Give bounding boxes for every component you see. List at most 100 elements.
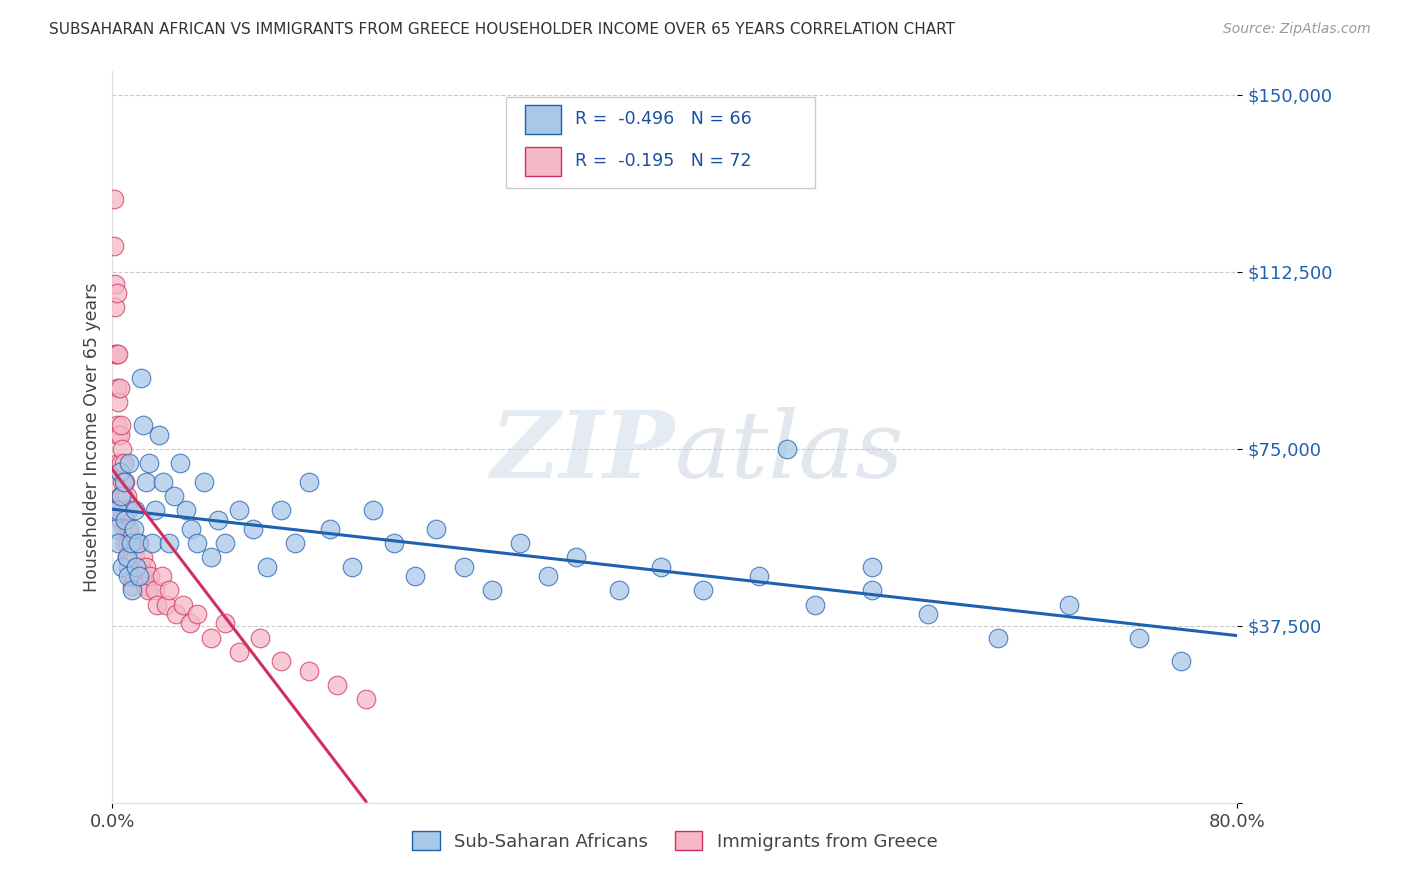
Point [125, 559, 148, 574]
Point [214, 616, 236, 631]
Point [107, 427, 129, 442]
Point [122, 569, 145, 583]
Point [425, 522, 447, 536]
Point [108, 489, 131, 503]
Point [112, 522, 135, 536]
Point [319, 522, 342, 536]
Point [124, 550, 146, 565]
Point [987, 631, 1010, 645]
Point [917, 607, 939, 621]
Point [692, 583, 714, 598]
Point [122, 536, 145, 550]
Point [121, 550, 143, 565]
Point [118, 550, 141, 565]
Point [163, 489, 186, 503]
Point [107, 347, 129, 361]
Point [107, 394, 129, 409]
Text: SUBSAHARAN AFRICAN VS IMMIGRANTS FROM GREECE HOUSEHOLDER INCOME OVER 65 YEARS CO: SUBSAHARAN AFRICAN VS IMMIGRANTS FROM GR… [49, 22, 955, 37]
Point [118, 522, 141, 536]
Point [111, 503, 134, 517]
Text: ZIP: ZIP [491, 407, 675, 497]
Point [150, 569, 173, 583]
Point [174, 503, 197, 517]
Point [340, 559, 363, 574]
Point [776, 442, 799, 456]
Point [228, 645, 250, 659]
Point [127, 536, 149, 550]
Point [481, 583, 503, 598]
Point [1057, 598, 1080, 612]
Point [157, 536, 180, 550]
Point [105, 286, 128, 301]
Text: R =  -0.195   N = 72: R = -0.195 N = 72 [575, 153, 751, 170]
Point [112, 456, 135, 470]
Point [139, 569, 162, 583]
Point [110, 456, 132, 470]
Point [132, 418, 155, 433]
Point [242, 522, 264, 536]
Point [165, 607, 187, 621]
Point [104, 301, 127, 315]
Point [249, 631, 271, 645]
Point [804, 598, 827, 612]
Point [565, 550, 588, 565]
Point [256, 559, 278, 574]
Point [120, 536, 142, 550]
Point [110, 489, 132, 503]
Point [354, 692, 377, 706]
Point [117, 503, 139, 517]
Point [132, 550, 155, 565]
Point [111, 559, 134, 574]
Point [111, 475, 134, 489]
Point [127, 569, 149, 583]
Point [103, 192, 125, 206]
Point [326, 678, 349, 692]
Point [172, 598, 194, 612]
Point [108, 380, 131, 394]
Point [169, 456, 191, 470]
Point [214, 536, 236, 550]
Point [200, 631, 222, 645]
Point [146, 598, 169, 612]
Point [111, 442, 134, 456]
Point [1128, 631, 1150, 645]
Point [107, 456, 129, 470]
Point [110, 513, 132, 527]
Point [115, 522, 138, 536]
Point [110, 418, 132, 433]
Point [108, 427, 131, 442]
Point [404, 569, 426, 583]
Point [117, 569, 139, 583]
Point [122, 522, 145, 536]
Point [114, 536, 136, 550]
Point [650, 559, 672, 574]
Y-axis label: Householder Income Over 65 years: Householder Income Over 65 years [83, 283, 101, 591]
Point [270, 654, 292, 668]
Point [284, 536, 307, 550]
Point [136, 583, 159, 598]
Point [118, 456, 141, 470]
Point [270, 503, 292, 517]
Point [135, 559, 157, 574]
Point [537, 569, 560, 583]
Point [860, 559, 883, 574]
Point [228, 503, 250, 517]
Point [129, 371, 152, 385]
Point [148, 427, 170, 442]
Point [105, 418, 128, 433]
Point [298, 475, 321, 489]
Text: R =  -0.496   N = 66: R = -0.496 N = 66 [575, 111, 752, 128]
Point [186, 536, 208, 550]
Point [104, 522, 127, 536]
Point [105, 347, 128, 361]
Point [108, 466, 131, 480]
Point [129, 559, 152, 574]
Point [180, 522, 202, 536]
Point [104, 277, 127, 291]
Point [104, 347, 127, 361]
Point [120, 536, 142, 550]
Point [120, 569, 142, 583]
Point [207, 513, 229, 527]
Point [298, 664, 321, 678]
Point [748, 569, 770, 583]
